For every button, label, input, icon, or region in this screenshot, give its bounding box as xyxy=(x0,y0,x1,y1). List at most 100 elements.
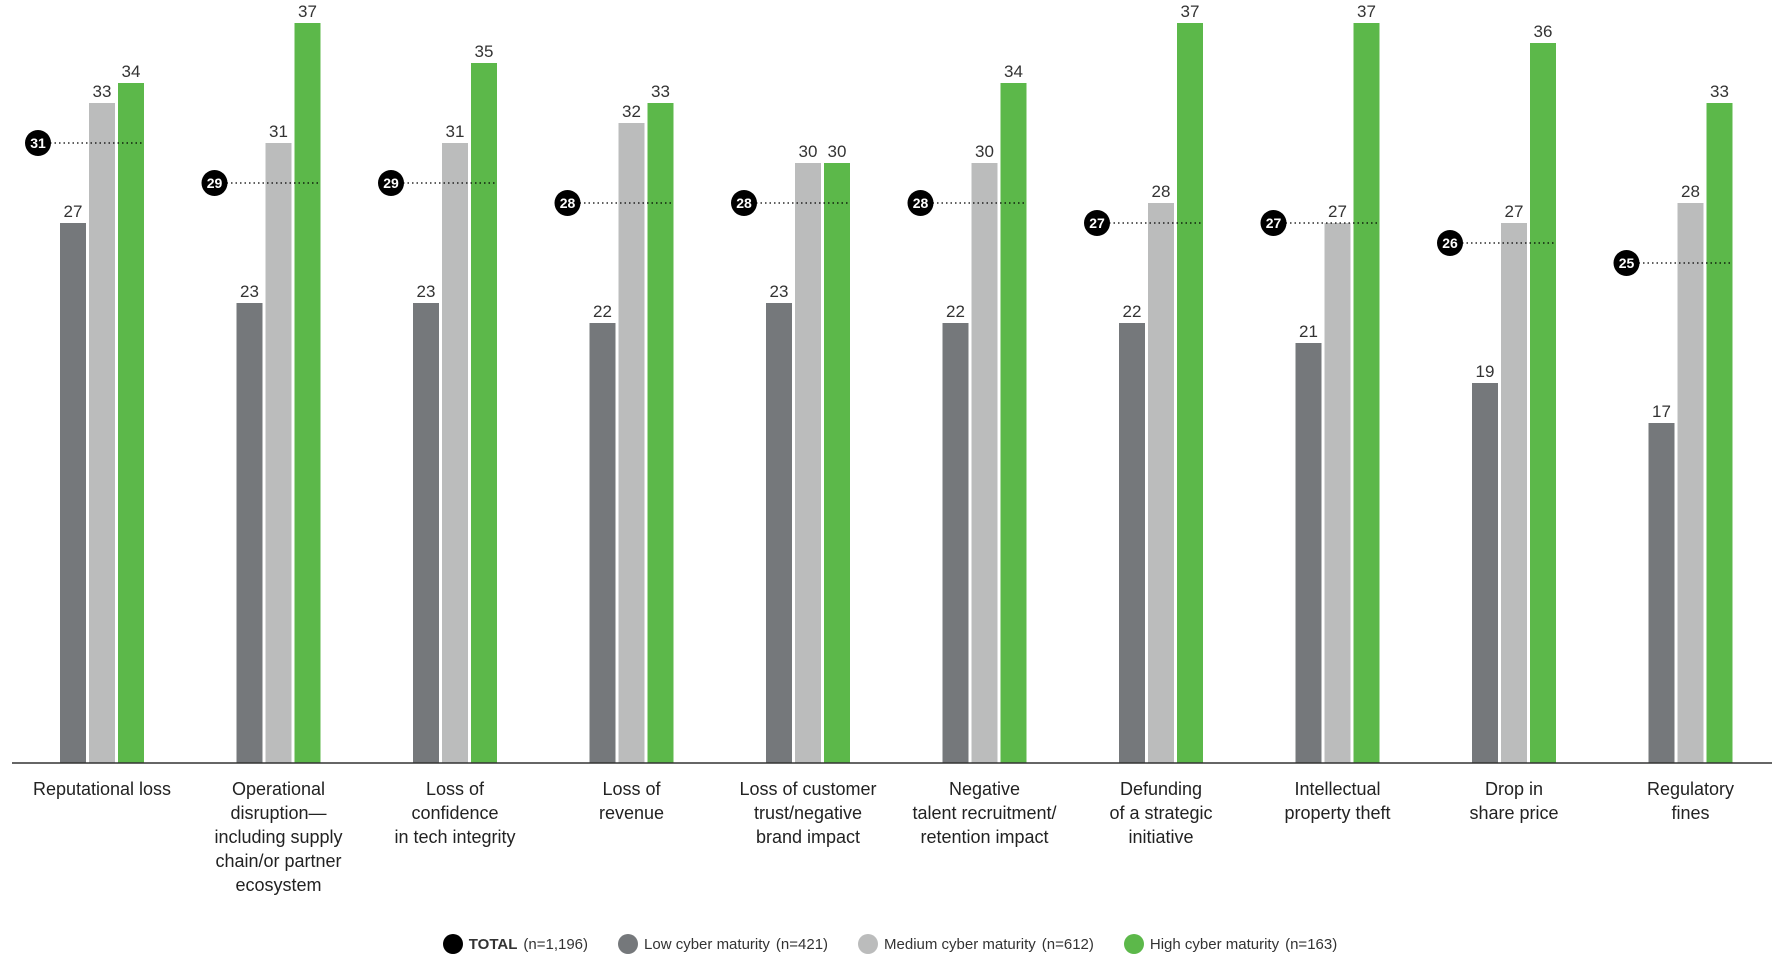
bar-low-8 xyxy=(1472,383,1498,763)
bar-medium-3 xyxy=(618,123,645,763)
category-label-line: disruption— xyxy=(230,803,326,823)
value-label-low-9: 17 xyxy=(1652,402,1671,421)
legend-medium-count: (n=612) xyxy=(1041,935,1094,953)
total-value-1: 29 xyxy=(207,175,223,191)
value-label-high-7: 37 xyxy=(1357,2,1376,21)
category-label-line: of a strategic xyxy=(1109,803,1212,823)
bar-medium-0 xyxy=(89,103,115,763)
value-label-low-5: 22 xyxy=(946,302,965,321)
bar-low-1 xyxy=(236,303,263,763)
legend-high-swatch xyxy=(1123,934,1144,954)
bar-low-5 xyxy=(942,323,969,763)
total-value-2: 29 xyxy=(383,175,399,191)
legend: TOTAL (n=1,196) Low cyber maturity (n=42… xyxy=(0,934,1780,954)
category-label-line: Loss of customer xyxy=(739,779,876,799)
value-label-medium-9: 28 xyxy=(1681,182,1700,201)
category-label-line: Intellectual xyxy=(1294,779,1380,799)
category-label-line: Drop in xyxy=(1485,779,1543,799)
value-label-low-8: 19 xyxy=(1476,362,1495,381)
category-labels-layer: Reputational loss Operational disruption— i… xyxy=(33,779,1734,895)
total-marker-2 xyxy=(378,170,404,196)
bar-high-8 xyxy=(1530,43,1556,763)
total-value-5: 28 xyxy=(913,195,929,211)
legend-medium-name: Medium cyber maturity xyxy=(884,935,1036,953)
value-label-high-3: 33 xyxy=(651,82,670,101)
total-marker-6 xyxy=(1084,210,1110,236)
category-label-line: chain/or partner xyxy=(215,851,341,871)
value-label-high-8: 36 xyxy=(1534,22,1553,41)
legend-low-swatch xyxy=(618,934,639,954)
category-label-line: ecosystem xyxy=(235,875,321,895)
legend-item-total: TOTAL (n=1,196) xyxy=(442,934,589,954)
category-label-line: property theft xyxy=(1284,803,1390,823)
value-label-medium-4: 30 xyxy=(799,142,818,161)
legend-low-count: (n=421) xyxy=(775,935,829,953)
bar-high-0 xyxy=(118,83,144,763)
category-label-line: revenue xyxy=(599,803,664,823)
category-label-line: initiative xyxy=(1128,827,1193,847)
category-label-0: Reputational loss xyxy=(33,779,171,799)
category-label-8: Drop in share price xyxy=(1469,779,1558,823)
total-value-3: 28 xyxy=(560,195,576,211)
bars-layer xyxy=(60,23,1733,763)
category-label-1: Operational disruption— including supply ch… xyxy=(214,779,342,895)
legend-item-low: Low cyber maturity (n=421) xyxy=(618,934,828,954)
bar-high-4 xyxy=(824,163,850,763)
category-label-line: Loss of xyxy=(602,779,661,799)
value-label-low-7: 21 xyxy=(1299,322,1318,341)
category-label-7: Intellectual property theft xyxy=(1284,779,1390,823)
value-label-high-0: 34 xyxy=(122,62,141,81)
category-label-2: Loss of confidence in tech integrity xyxy=(394,779,515,847)
bar-medium-9 xyxy=(1677,203,1704,763)
bar-low-4 xyxy=(766,303,792,763)
value-label-medium-7: 27 xyxy=(1328,202,1347,221)
bar-low-0 xyxy=(60,223,86,763)
bar-low-9 xyxy=(1648,423,1675,763)
category-label-6: Defunding of a strategic initiative xyxy=(1109,779,1212,847)
category-label-line: confidence xyxy=(411,803,498,823)
category-label-5: Negative talent recruitment/retention imp… xyxy=(912,779,1056,847)
category-label-line: in tech integrity xyxy=(394,827,515,847)
value-label-high-1: 37 xyxy=(298,2,317,21)
total-marker-1 xyxy=(201,170,228,196)
value-label-high-4: 30 xyxy=(828,142,847,161)
value-label-low-4: 23 xyxy=(770,282,789,301)
total-value-8: 26 xyxy=(1442,235,1458,251)
value-label-high-6: 37 xyxy=(1181,2,1200,21)
legend-total-name: TOTAL xyxy=(468,935,518,953)
total-value-9: 25 xyxy=(1619,255,1635,271)
total-marker-4 xyxy=(731,190,757,216)
category-label-line: Negative xyxy=(949,779,1020,799)
value-labels-layer: 27 33 34 23 31 37 23 31 35 22 32 33 23 30 30 22 30 34 22 28… xyxy=(64,2,1729,421)
value-label-low-0: 27 xyxy=(64,202,83,221)
bar-high-5 xyxy=(1000,83,1027,763)
category-label-line: Loss of xyxy=(426,779,485,799)
bar-low-6 xyxy=(1119,323,1145,763)
bar-high-6 xyxy=(1177,23,1203,763)
total-marker-0 xyxy=(25,130,51,156)
category-label-line: talent recruitment/ xyxy=(912,803,1056,823)
bar-medium-7 xyxy=(1324,223,1351,763)
value-label-medium-0: 33 xyxy=(93,82,112,101)
value-label-low-3: 22 xyxy=(593,302,612,321)
total-value-7: 27 xyxy=(1266,215,1282,231)
bar-low-3 xyxy=(589,323,616,763)
legend-medium-swatch xyxy=(858,934,879,954)
category-label-line: Regulatory xyxy=(1647,779,1734,799)
value-label-low-1: 23 xyxy=(240,282,259,301)
total-markers-layer: 31 29 29 28 28 28 27 27 26 25 xyxy=(25,130,1733,276)
category-label-line: including supply xyxy=(214,827,342,847)
value-label-low-6: 22 xyxy=(1123,302,1142,321)
value-label-medium-3: 32 xyxy=(622,102,641,121)
value-label-medium-1: 31 xyxy=(269,122,288,141)
bar-medium-8 xyxy=(1501,223,1527,763)
value-label-medium-8: 27 xyxy=(1505,202,1524,221)
legend-item-high: High cyber maturity (n=163) xyxy=(1123,934,1337,954)
legend-high-name: High cyber maturity xyxy=(1149,935,1280,953)
value-label-medium-2: 31 xyxy=(446,122,465,141)
legend-total-count: (n=1,196) xyxy=(523,935,589,953)
total-marker-5 xyxy=(907,190,934,216)
bar-high-1 xyxy=(294,23,321,763)
total-value-6: 27 xyxy=(1089,215,1105,231)
